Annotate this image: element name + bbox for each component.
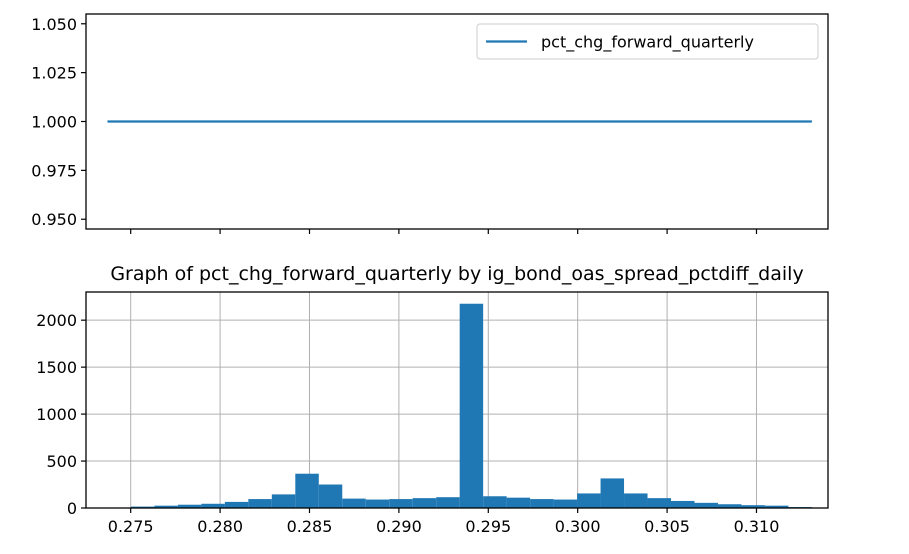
histogram-bar [295,473,319,508]
x-tick-label: 0.275 [108,517,154,536]
histogram-bar [224,501,249,508]
x-tick-label: 0.310 [734,517,780,536]
x-tick-label: 0.285 [287,517,333,536]
y-tick-label: 0 [67,499,77,518]
histogram-bar [600,478,625,508]
histogram-bars [107,303,812,508]
top-axes-frame [85,13,829,230]
histogram-bar [717,504,742,508]
histogram-bar [436,497,460,508]
histogram-bar [201,503,225,508]
histogram-bar [342,498,366,508]
histogram-bar [764,505,789,508]
histogram-bar [412,498,437,508]
histogram-bar [506,497,531,508]
bottom-y-axis: 0 500 1000 1500 2000 [36,311,86,518]
chart-title: Graph of pct_chg_forward_quarterly by ig… [110,263,803,285]
x-tick-label: 0.300 [555,517,601,536]
histogram-bar [154,505,178,508]
bottom-x-axis: 0.275 0.280 0.285 0.290 0.295 0.300 0.305 0.310 [108,508,780,536]
legend-box [476,23,819,60]
top-line-chart: 0.950 0.975 1.000 1.025 1.050 pct_chg_forwar… [31,13,829,234]
histogram-bar [365,499,390,508]
bottom-axes-frame [85,291,829,509]
legend: pct_chg_forward_quarterly [476,23,819,60]
y-tick-label: 1.050 [31,15,77,34]
histogram-bar [624,493,648,508]
y-tick-label: 500 [46,452,77,471]
legend-label: pct_chg_forward_quarterly [541,33,754,53]
histogram-bar [741,505,765,508]
top-y-axis: 0.950 0.975 1.000 1.025 1.050 [31,15,86,229]
y-tick-label: 1000 [36,405,77,424]
top-x-axis [130,229,758,234]
histogram-bar [671,500,695,508]
x-tick-label: 0.280 [197,517,243,536]
histogram-bar [389,499,413,508]
y-tick-label: 2000 [36,311,77,330]
bottom-histogram: Graph of pct_chg_forward_quarterly by ig… [36,263,829,536]
histogram-bar [271,494,296,508]
histogram-bar [130,506,155,508]
y-tick-label: 1.000 [31,113,77,132]
histogram-bar [530,499,554,508]
histogram-bar [318,484,343,508]
histogram-bar [459,303,484,508]
histogram-bar [483,496,507,508]
histogram-bar [553,499,578,508]
histogram-bar [577,493,601,508]
grid-lines [86,292,828,509]
x-tick-label: 0.305 [644,517,690,536]
x-tick-label: 0.290 [376,517,422,536]
y-tick-label: 0.950 [31,210,77,229]
y-tick-label: 0.975 [31,161,77,180]
histogram-bar [647,498,672,508]
histogram-bar [177,504,202,508]
y-tick-label: 1500 [36,358,77,377]
histogram-bar [248,499,272,508]
x-tick-label: 0.295 [465,517,511,536]
y-tick-label: 1.025 [31,64,77,83]
histogram-bar [694,502,718,508]
